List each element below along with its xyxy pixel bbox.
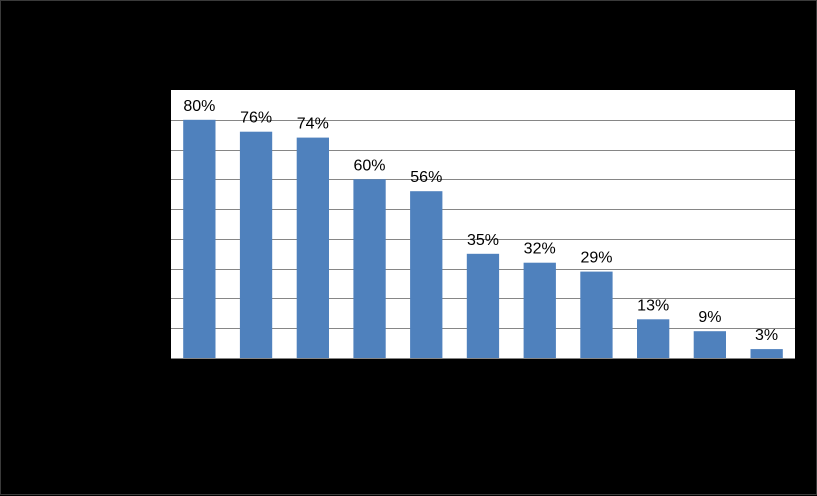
bars xyxy=(183,119,783,358)
data-label: 9% xyxy=(698,309,721,326)
bar xyxy=(239,131,273,358)
data-label: 74% xyxy=(297,116,329,133)
bar xyxy=(183,119,216,358)
data-label: 32% xyxy=(524,241,556,258)
bar xyxy=(410,191,443,358)
data-label: 3% xyxy=(755,327,778,344)
bar xyxy=(296,137,329,358)
data-label: 80% xyxy=(183,98,215,115)
data-labels: 80% 76% 74% 60% 56% 35% 32% 29% 13% 9% 3% xyxy=(183,98,778,344)
bar xyxy=(353,179,386,358)
bar xyxy=(693,331,726,358)
bar xyxy=(750,349,783,358)
bar xyxy=(580,271,613,358)
data-label: 76% xyxy=(240,110,272,127)
data-label: 35% xyxy=(467,232,499,249)
data-label: 60% xyxy=(353,157,385,174)
bar xyxy=(523,262,556,358)
data-label: 29% xyxy=(580,250,612,267)
data-label: 13% xyxy=(637,297,669,314)
bar xyxy=(466,253,500,358)
data-label: 56% xyxy=(410,169,442,186)
bar xyxy=(637,319,670,358)
